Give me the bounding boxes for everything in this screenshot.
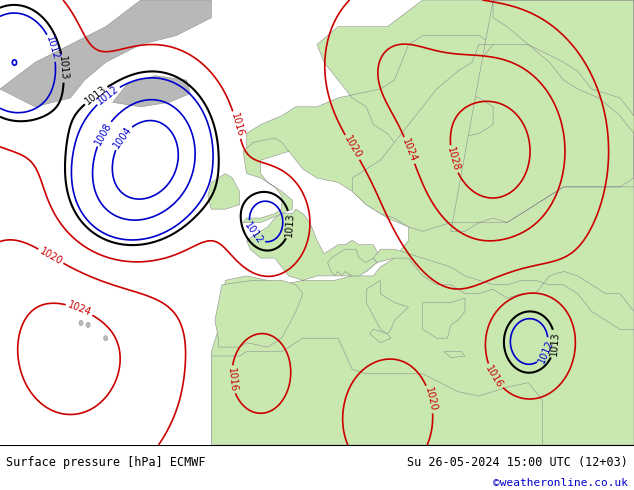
- Polygon shape: [243, 138, 292, 222]
- Polygon shape: [353, 0, 634, 231]
- Polygon shape: [373, 249, 634, 329]
- Text: 1016: 1016: [226, 367, 238, 392]
- Text: 1016: 1016: [484, 364, 505, 390]
- Polygon shape: [444, 351, 465, 358]
- Polygon shape: [215, 280, 303, 347]
- Text: 1013: 1013: [284, 212, 295, 237]
- Text: Surface pressure [hPa] ECMWF: Surface pressure [hPa] ECMWF: [6, 456, 206, 468]
- Text: 1013: 1013: [57, 56, 69, 81]
- Text: 1012: 1012: [536, 338, 555, 365]
- Polygon shape: [370, 329, 391, 343]
- Text: 1020: 1020: [423, 386, 438, 413]
- Text: 1020: 1020: [342, 134, 363, 161]
- Text: Su 26-05-2024 15:00 UTC (12+03): Su 26-05-2024 15:00 UTC (12+03): [407, 456, 628, 468]
- Polygon shape: [211, 338, 543, 445]
- Polygon shape: [113, 75, 190, 107]
- Polygon shape: [208, 173, 240, 209]
- Polygon shape: [328, 249, 377, 276]
- Text: 1028: 1028: [445, 146, 461, 172]
- Text: 1020: 1020: [37, 245, 64, 267]
- Text: 1012: 1012: [44, 35, 61, 61]
- Circle shape: [86, 322, 90, 327]
- Polygon shape: [366, 280, 408, 334]
- Polygon shape: [0, 0, 211, 107]
- Text: 1012: 1012: [243, 221, 265, 246]
- Text: ©weatheronline.co.uk: ©weatheronline.co.uk: [493, 478, 628, 488]
- Text: 1013: 1013: [83, 84, 108, 107]
- Polygon shape: [211, 0, 634, 445]
- Polygon shape: [423, 298, 465, 338]
- Circle shape: [103, 336, 108, 341]
- Text: 1012: 1012: [95, 84, 121, 107]
- Text: 1024: 1024: [66, 300, 93, 318]
- Text: 1008: 1008: [93, 121, 113, 147]
- Text: 1013: 1013: [548, 331, 560, 356]
- Text: 1024: 1024: [401, 137, 418, 164]
- Text: 1004: 1004: [111, 124, 134, 150]
- Circle shape: [79, 320, 83, 326]
- Text: 1016: 1016: [229, 112, 245, 138]
